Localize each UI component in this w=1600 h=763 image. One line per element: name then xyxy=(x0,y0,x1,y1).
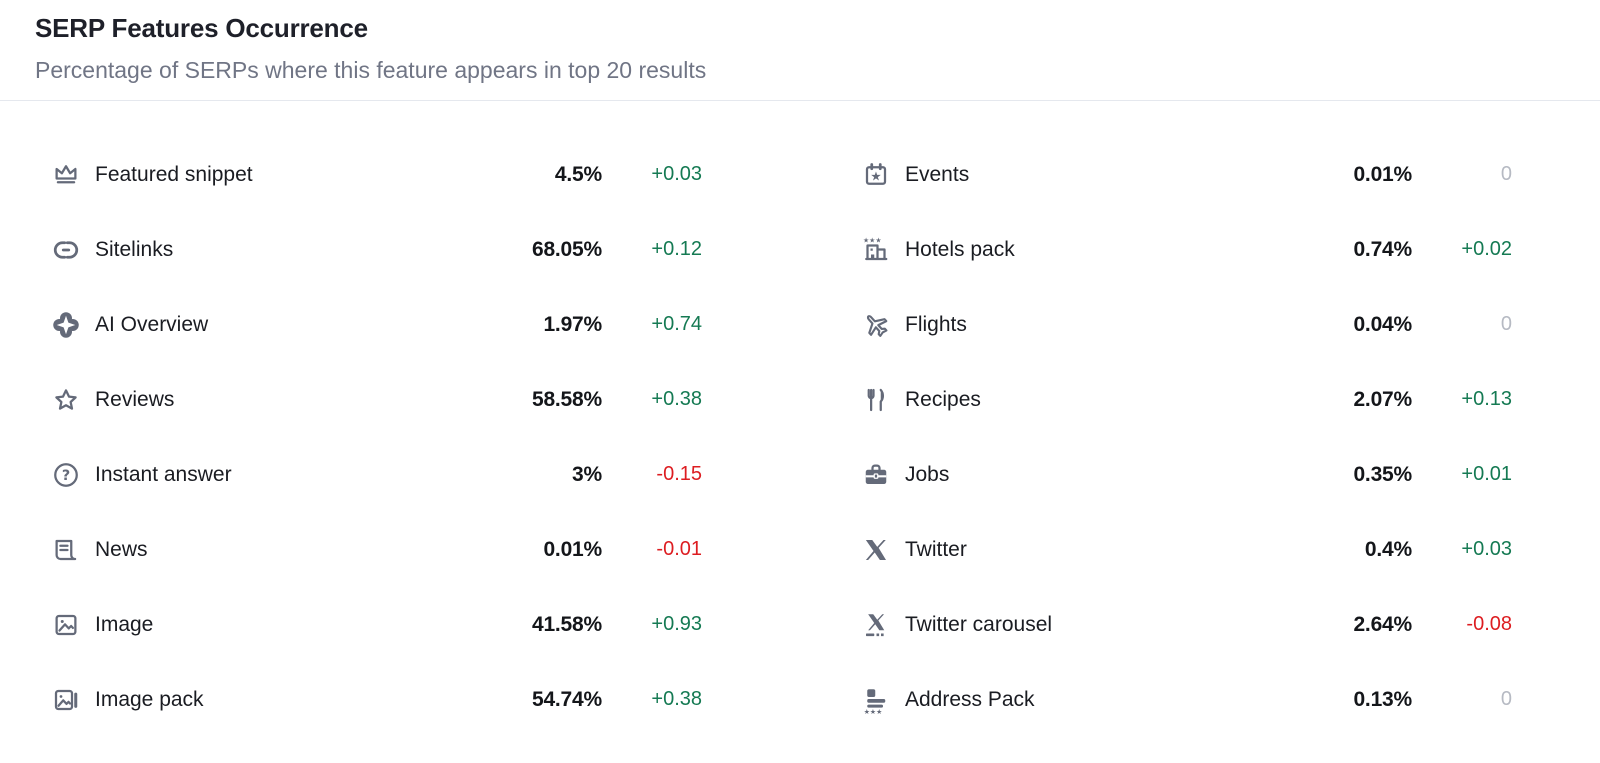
feature-label: Hotels pack xyxy=(905,237,1015,261)
feature-label: Image xyxy=(95,612,154,636)
feature-label: Flights xyxy=(905,312,967,336)
feature-change-value: +0.12 xyxy=(651,238,702,260)
feature-row[interactable]: Jobs 0.35% +0.01 xyxy=(860,437,1512,512)
feature-occurrence-value: 0.01% xyxy=(543,537,602,561)
feature-label: AI Overview xyxy=(95,312,209,336)
feature-occurrence-value: 0.35% xyxy=(1353,462,1412,486)
page-title: SERP Features Occurrence xyxy=(35,13,368,43)
feature-change-value: 0 xyxy=(1500,688,1512,710)
feature-change-value: +0.02 xyxy=(1461,238,1512,260)
news-icon xyxy=(50,534,82,566)
svg-text:★: ★ xyxy=(870,168,881,183)
feature-occurrence-value: 4.5% xyxy=(554,162,602,186)
feature-occurrence-value: 0.4% xyxy=(1364,537,1412,561)
feature-label: Address Pack xyxy=(905,687,1035,711)
feature-occurrence-value: 1.97% xyxy=(543,312,602,336)
feature-occurrence-value: 58.58% xyxy=(531,387,602,411)
flights-icon xyxy=(860,309,892,341)
recipes-icon xyxy=(860,384,892,416)
feature-occurrence-value: 2.07% xyxy=(1353,387,1412,411)
reviews-icon xyxy=(50,384,82,416)
feature-label: Jobs xyxy=(905,462,950,486)
events-icon: ★ xyxy=(860,159,892,191)
feature-change-value: +0.93 xyxy=(651,613,702,635)
feature-change-value: +0.01 xyxy=(1461,463,1512,485)
hotels-pack-icon: ★★★ xyxy=(860,234,892,266)
feature-change-value: +0.13 xyxy=(1461,388,1512,410)
feature-label: Featured snippet xyxy=(95,162,253,186)
feature-label: Events xyxy=(905,162,970,186)
feature-occurrence-value: 41.58% xyxy=(531,612,602,636)
feature-row[interactable]: AI Overview 1.97% +0.74 xyxy=(50,287,702,362)
feature-label: News xyxy=(95,537,148,561)
features-column-left: Featured snippet 4.5% +0.03 Sitelinks 68… xyxy=(50,137,702,737)
svg-text:?: ? xyxy=(62,468,70,484)
panel-header: SERP Features Occurrence Percentage of S… xyxy=(0,0,1600,101)
feature-row[interactable]: Image pack 54.74% +0.38 xyxy=(50,662,702,737)
feature-row[interactable]: Image 41.58% +0.93 xyxy=(50,587,702,662)
feature-change-value: 0 xyxy=(1500,163,1512,185)
feature-row[interactable]: Twitter carousel 2.64% -0.08 xyxy=(860,587,1512,662)
svg-text:★★★: ★★★ xyxy=(864,707,882,714)
feature-label: Twitter carousel xyxy=(905,612,1053,636)
feature-label: Sitelinks xyxy=(95,237,174,261)
feature-label: Image pack xyxy=(95,687,204,711)
image-icon xyxy=(50,609,82,641)
feature-label: Recipes xyxy=(905,387,981,411)
feature-change-value: -0.01 xyxy=(656,538,702,560)
feature-occurrence-value: 0.74% xyxy=(1353,237,1412,261)
feature-change-value: +0.03 xyxy=(1461,538,1512,560)
address-pack-icon: ★★★ xyxy=(860,684,892,716)
feature-row[interactable]: ★★★ Hotels pack 0.74% +0.02 xyxy=(860,212,1512,287)
feature-occurrence-value: 68.05% xyxy=(531,237,602,261)
twitter-icon xyxy=(860,534,892,566)
feature-change-value: +0.38 xyxy=(651,688,702,710)
jobs-icon xyxy=(860,459,892,491)
feature-occurrence-value: 0.01% xyxy=(1353,162,1412,186)
feature-row[interactable]: Sitelinks 68.05% +0.12 xyxy=(50,212,702,287)
feature-row[interactable]: ★ Events 0.01% 0 xyxy=(860,137,1512,212)
feature-change-value: -0.08 xyxy=(1466,613,1512,635)
feature-change-value: +0.03 xyxy=(651,163,702,185)
feature-row[interactable]: Twitter 0.4% +0.03 xyxy=(860,512,1512,587)
page-subtitle: Percentage of SERPs where this feature a… xyxy=(35,57,707,83)
feature-row[interactable]: Recipes 2.07% +0.13 xyxy=(860,362,1512,437)
feature-row[interactable]: Flights 0.04% 0 xyxy=(860,287,1512,362)
image-pack-icon xyxy=(50,684,82,716)
sitelinks-icon xyxy=(50,234,82,266)
feature-row[interactable]: ? Instant answer 3% -0.15 xyxy=(50,437,702,512)
feature-label: Reviews xyxy=(95,387,175,411)
feature-label: Twitter xyxy=(905,537,967,561)
features-grid: Featured snippet 4.5% +0.03 Sitelinks 68… xyxy=(0,101,1600,737)
features-column-right: ★ Events 0.01% 0 ★★★ Hotels pack 0.74% +… xyxy=(860,137,1512,737)
feature-row[interactable]: ★★★ Address Pack 0.13% 0 xyxy=(860,662,1512,737)
feature-occurrence-value: 3% xyxy=(572,462,602,486)
ai-overview-icon xyxy=(50,309,82,341)
feature-occurrence-value: 54.74% xyxy=(531,687,602,711)
feature-row[interactable]: Featured snippet 4.5% +0.03 xyxy=(50,137,702,212)
feature-change-value: -0.15 xyxy=(656,463,702,485)
feature-change-value: +0.38 xyxy=(651,388,702,410)
feature-occurrence-value: 2.64% xyxy=(1353,612,1412,636)
feature-change-value: 0 xyxy=(1500,313,1512,335)
feature-change-value: +0.74 xyxy=(651,313,702,335)
feature-occurrence-value: 0.13% xyxy=(1353,687,1412,711)
feature-row[interactable]: News 0.01% -0.01 xyxy=(50,512,702,587)
svg-text:★★★: ★★★ xyxy=(863,236,881,244)
feature-row[interactable]: Reviews 58.58% +0.38 xyxy=(50,362,702,437)
featured-snippet-icon xyxy=(50,159,82,191)
twitter-carousel-icon xyxy=(860,609,892,641)
instant-answer-icon: ? xyxy=(50,459,82,491)
feature-occurrence-value: 0.04% xyxy=(1353,312,1412,336)
feature-label: Instant answer xyxy=(95,462,232,486)
